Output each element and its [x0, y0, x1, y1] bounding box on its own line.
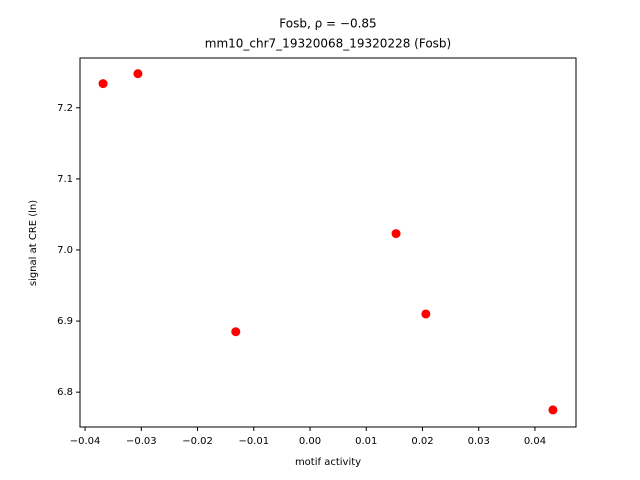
x-tick-label: −0.04 — [70, 436, 101, 447]
x-tick-label: 0.03 — [468, 436, 490, 447]
scatter-point — [231, 327, 241, 337]
x-tick-label: 0.04 — [524, 436, 546, 447]
x-tick-label: 0.02 — [411, 436, 433, 447]
chart-subtitle: mm10_chr7_19320068_19320228 (Fosb) — [205, 37, 451, 51]
scatter-point — [548, 405, 558, 415]
scatter-point — [98, 79, 108, 89]
y-tick-label: 7.1 — [57, 174, 73, 185]
x-axis-label: motif activity — [295, 457, 361, 468]
scatter-point — [391, 229, 401, 239]
y-tick-label: 6.9 — [57, 316, 73, 327]
scatter-point — [421, 309, 431, 319]
x-tick-label: −0.03 — [126, 436, 157, 447]
y-tick-label: 7.2 — [57, 103, 73, 114]
chart-title: Fosb, ρ = −0.85 — [279, 17, 376, 31]
x-tick-label: 0.00 — [299, 436, 321, 447]
y-axis-label: signal at CRE (ln) — [28, 200, 39, 286]
y-tick-label: 6.8 — [57, 387, 73, 398]
x-tick-label: 0.01 — [355, 436, 377, 447]
y-tick-label: 7.0 — [57, 245, 73, 256]
x-tick-label: −0.01 — [238, 436, 269, 447]
x-tick-label: −0.02 — [182, 436, 213, 447]
scatter-point — [133, 69, 143, 79]
plot-frame — [79, 57, 577, 428]
